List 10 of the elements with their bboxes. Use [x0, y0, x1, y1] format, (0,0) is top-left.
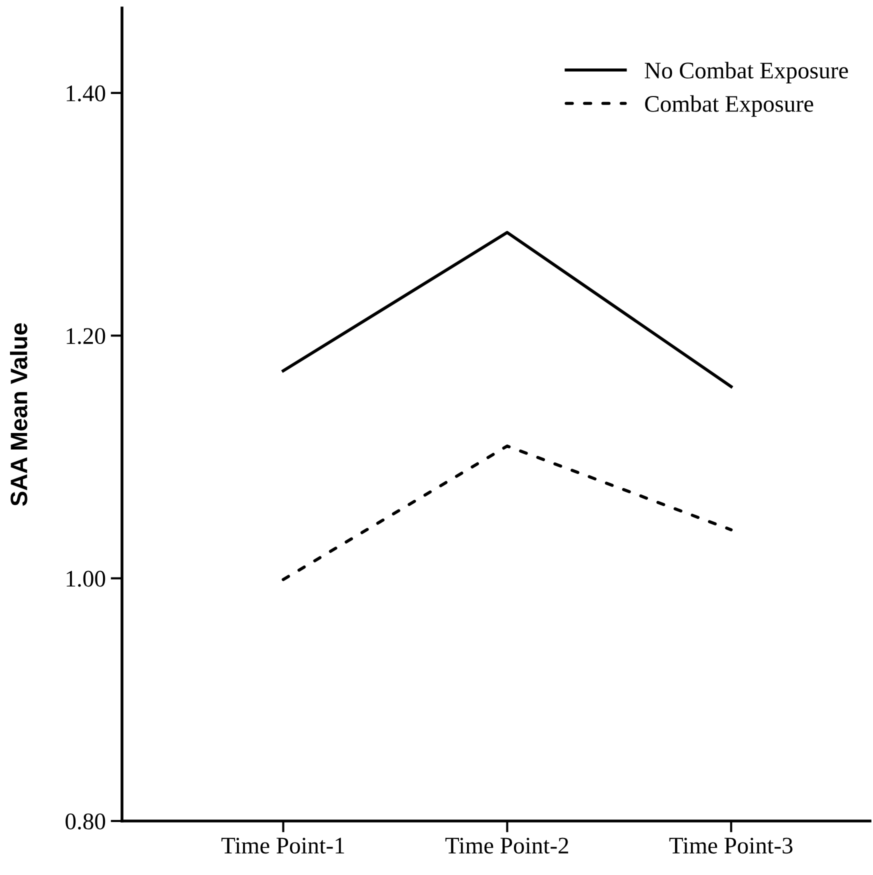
x-tick-label: Time Point-1: [221, 838, 344, 854]
y-tick-label: 0.80: [66, 813, 106, 830]
y-tick-label: 1.20: [66, 328, 106, 344]
y-axis-title: SAA Mean Value: [10, 323, 28, 506]
x-tick-label: Time Point-3: [669, 838, 792, 854]
x-tick-label: Time Point-2: [445, 838, 568, 854]
legend-label: Combat Exposure: [645, 95, 814, 117]
y-tick-label: 1.40: [66, 85, 106, 102]
y-tick-label: 1.00: [66, 570, 106, 587]
legend-label: No Combat Exposure: [644, 62, 848, 84]
